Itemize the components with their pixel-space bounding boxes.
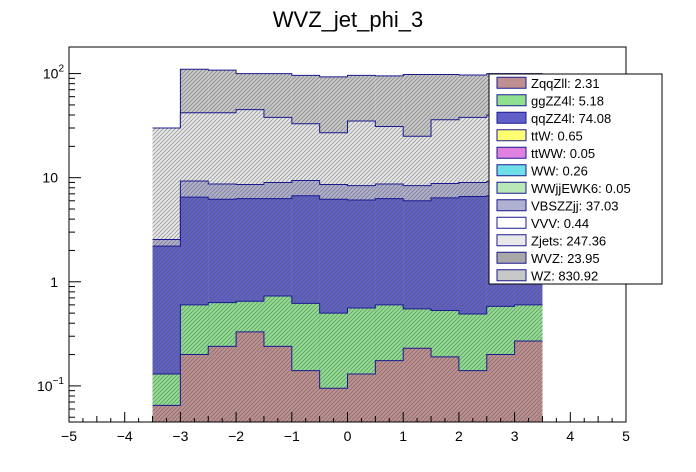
x-tick-label-4: −1 <box>284 428 300 444</box>
bar-hatch-ZqqZll-8 <box>375 361 403 422</box>
y-tick-label-0: 10−1 <box>37 376 64 394</box>
legend-swatch-6 <box>497 182 526 193</box>
bar-hatch-ZqqZll-12 <box>487 355 515 422</box>
legend-swatch-10 <box>497 252 526 263</box>
legend-label-3: ttW: 0.65 <box>531 128 583 143</box>
legend-label-6: WWjjEWK6: 0.05 <box>531 181 631 196</box>
x-tick-label-0: −5 <box>61 428 77 444</box>
legend-swatch-1 <box>497 95 526 106</box>
legend-label-7: VBSZZjj: 37.03 <box>531 198 618 213</box>
legend-swatch-5 <box>497 165 526 176</box>
x-tick-label-8: 3 <box>511 428 519 444</box>
x-tick-label-3: −2 <box>228 428 244 444</box>
legend-label-4: ttWW: 0.05 <box>531 146 595 161</box>
bar-hatch-ZqqZll-10 <box>431 357 459 422</box>
x-tick-label-10: 5 <box>622 428 630 444</box>
bar-hatch-ZqqZll-7 <box>348 374 376 422</box>
bar-hatch-ZqqZll-13 <box>515 341 543 422</box>
y-tick-label-3: 102 <box>43 64 65 82</box>
legend: ZqqZll: 2.31 ggZZ4l: 5.18 qqZZ4l: 74.08 ttW… <box>489 74 662 284</box>
legend-swatch-7 <box>497 200 526 211</box>
legend-label-9: Zjets: 247.36 <box>531 233 606 248</box>
legend-swatch-4 <box>497 147 526 158</box>
legend-label-8: VVV: 0.44 <box>531 216 589 231</box>
legend-swatch-9 <box>497 235 526 246</box>
legend-swatch-3 <box>497 130 526 141</box>
bar-hatch-ZqqZll-3 <box>236 332 264 422</box>
bar-hatch-ZqqZll-1 <box>180 355 208 422</box>
x-tick-label-1: −4 <box>117 428 133 444</box>
legend-swatch-0 <box>497 77 526 88</box>
y-tick-label-1: 1 <box>50 274 58 290</box>
bar-hatch-ZqqZll-4 <box>264 346 292 422</box>
legend-swatch-8 <box>497 217 526 228</box>
legend-label-5: WW: 0.26 <box>531 163 588 178</box>
x-tick-label-6: 1 <box>399 428 407 444</box>
x-tick-label-9: 4 <box>566 428 574 444</box>
legend-swatch-11 <box>497 270 526 281</box>
x-tick-label-5: 0 <box>344 428 352 444</box>
legend-label-11: WZ: 830.92 <box>531 268 598 283</box>
x-tick-label-2: −3 <box>172 428 188 444</box>
x-tick-label-7: 2 <box>455 428 463 444</box>
legend-label-2: qqZZ4l: 74.08 <box>531 111 611 126</box>
legend-label-0: ZqqZll: 2.31 <box>531 76 600 91</box>
bar-hatch-ZqqZll-2 <box>208 346 236 422</box>
bar-hatch-ZqqZll-11 <box>459 371 487 422</box>
legend-label-10: WVZ: 23.95 <box>531 251 600 266</box>
bar-hatch-ZqqZll-9 <box>403 348 431 422</box>
chart-title: WVZ_jet_phi_3 <box>273 7 423 32</box>
bar-hatch-ZqqZll-5 <box>292 371 320 422</box>
legend-swatch-2 <box>497 112 526 123</box>
y-tick-label-2: 10 <box>42 170 58 186</box>
bar-hatch-ZqqZll-6 <box>320 388 348 422</box>
stacked-bars <box>153 69 543 422</box>
legend-label-1: ggZZ4l: 5.18 <box>531 93 604 108</box>
